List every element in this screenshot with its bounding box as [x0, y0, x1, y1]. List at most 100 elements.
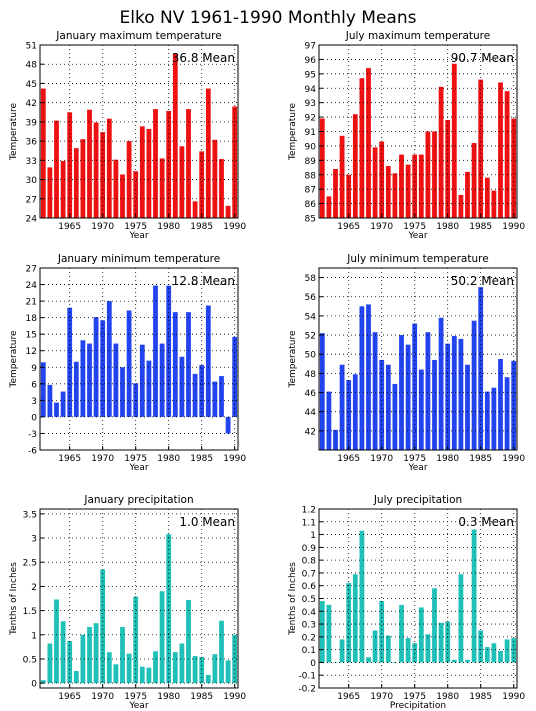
x-tick-label: 1990: [502, 692, 525, 702]
y-tick-label: 0.1: [302, 646, 316, 656]
plot-frame: [39, 267, 239, 451]
chart-bar: [385, 166, 391, 218]
chart-bar: [359, 530, 365, 663]
chart-panel: 24 27 30 33 36 39 42 45 48 51 1965 1970 1975 1980 1985…: [9, 30, 246, 241]
chart-bar: [113, 343, 119, 417]
x-tick-label: 1980: [157, 222, 180, 232]
chart-bar: [219, 620, 224, 684]
chart-bar: [146, 667, 152, 684]
chart-bar: [319, 333, 325, 450]
y-tick-label: 0.5: [302, 595, 316, 605]
y-tick-label: 0.8: [302, 557, 317, 567]
chart-bar: [153, 109, 158, 218]
y-tick-label: 2: [31, 583, 37, 593]
chart-bar: [192, 373, 198, 417]
chart-bar: [47, 167, 53, 218]
chart-bar: [186, 312, 191, 417]
chart-bar: [120, 627, 125, 684]
chart-bar: [399, 335, 404, 450]
chart-bar: [319, 118, 325, 218]
x-tick-label: 1970: [91, 454, 114, 464]
chart-bar: [232, 634, 238, 684]
y-tick-label: 0.3: [302, 621, 316, 631]
x-tick-label: 1975: [124, 692, 147, 702]
x-axis-label: Year: [128, 231, 148, 241]
x-tick-label: 1965: [337, 692, 360, 702]
chart-bar: [405, 164, 411, 218]
mean-annotation: 0.3 Mean: [458, 515, 514, 529]
chart-bar: [438, 317, 444, 450]
y-tick-label: -3: [28, 430, 37, 440]
x-tick-label: 1985: [469, 454, 492, 464]
chart-bar: [87, 627, 92, 684]
plot-frame: [318, 267, 518, 451]
chart-bar: [159, 343, 165, 417]
chart-bar: [225, 416, 231, 434]
mean-annotation: 50.2 Mean: [451, 274, 514, 288]
chart-bar: [172, 312, 178, 417]
chart-bar: [67, 641, 73, 684]
chart-bar: [192, 201, 198, 218]
chart-bar: [359, 306, 365, 450]
chart-bar: [73, 148, 79, 218]
chart-bar: [438, 86, 444, 218]
chart-bar: [385, 635, 391, 663]
chart-bar: [418, 607, 424, 663]
chart-bar: [511, 638, 517, 663]
y-tick-label: 96: [305, 56, 317, 66]
chart-bar: [405, 344, 411, 450]
y-tick-label: 85: [305, 215, 316, 225]
figure-title: Elko NV 1961-1990 Monthly Means: [120, 8, 417, 28]
chart-bar: [93, 623, 99, 684]
x-tick-label: 1970: [370, 222, 393, 232]
y-tick-label: 93: [305, 99, 316, 109]
chart-bar: [179, 146, 185, 218]
chart-bar: [225, 660, 231, 684]
chart-bar: [326, 604, 332, 663]
chart-bar: [126, 141, 132, 218]
x-tick-label: 1990: [223, 222, 246, 232]
chart-bar: [120, 174, 125, 218]
chart-bar: [504, 639, 510, 663]
plot-frame: [39, 44, 239, 219]
chart-bar: [438, 622, 444, 663]
chart-bar: [172, 652, 178, 684]
chart-bar: [219, 159, 224, 218]
x-axis-label: Precipitation: [390, 701, 446, 711]
chart-bar: [186, 109, 191, 218]
x-tick-label: 1985: [190, 222, 213, 232]
x-tick-label: 1970: [91, 692, 114, 702]
chart-bar: [498, 359, 503, 450]
chart-bar: [126, 310, 132, 417]
chart-bar: [40, 362, 46, 417]
mean-annotation: 12.8 Mean: [172, 274, 235, 288]
chart-bar: [372, 147, 378, 218]
chart-bar: [418, 154, 424, 218]
chart-bar: [166, 111, 172, 218]
chart-bar: [451, 63, 457, 218]
y-tick-label: 44: [305, 408, 317, 418]
chart-bar: [80, 139, 86, 218]
y-tick-label: 1.1: [302, 518, 316, 528]
x-tick-label: 1985: [190, 692, 213, 702]
y-axis-label: Temperature: [9, 330, 19, 388]
x-tick-label: 1965: [337, 454, 360, 464]
x-tick-label: 1975: [403, 692, 426, 702]
y-tick-label: 24: [26, 281, 38, 291]
y-tick-label: -0.1: [298, 672, 316, 682]
x-tick-label: 1965: [337, 222, 360, 232]
mean-annotation: 90.7 Mean: [451, 51, 514, 65]
chart-bar: [166, 534, 172, 684]
chart-bar: [339, 135, 345, 218]
y-tick-label: 42: [26, 99, 37, 109]
chart-panel: -6 -3 0 3 6 9 12 15 18 21 24 27 1965 1970 1975 1980 1985…: [9, 253, 246, 473]
chart-bar: [139, 344, 145, 417]
chart-bar: [106, 652, 112, 684]
chart-bar: [346, 174, 352, 218]
y-tick-label: 0.4: [302, 608, 317, 618]
y-tick-label: 52: [305, 332, 316, 342]
chart-bar: [106, 301, 112, 417]
x-tick-label: 1985: [190, 454, 213, 464]
x-axis-label: Year: [128, 463, 148, 473]
y-tick-label: 1: [310, 531, 316, 541]
